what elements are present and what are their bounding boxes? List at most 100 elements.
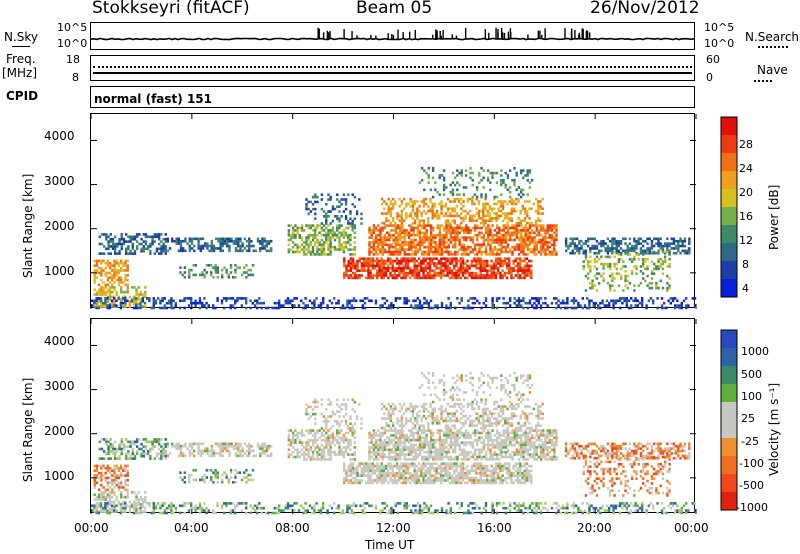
power-cell [644,251,647,255]
velocity-cell [237,447,240,450]
power-cell [135,235,139,239]
power-cell [606,255,610,259]
power-cell [97,283,101,287]
velocity-cell [261,452,264,455]
power-cell [613,277,616,280]
power-cell [351,253,354,256]
power-cell [370,250,373,254]
power-cell [343,262,346,265]
power-cell [657,260,660,263]
velocity-cell [307,431,310,435]
power-cell [383,207,386,211]
power-cell [210,264,213,267]
power-cell [109,233,112,236]
velocity-cell [420,474,423,477]
power-cell [535,245,538,249]
velocity-cell [404,476,408,480]
power-cell [201,271,204,274]
power-cell [613,237,616,241]
velocity-cell [380,469,383,473]
power-cell [248,247,251,250]
power-cell [510,276,513,280]
power-cell [542,245,545,249]
power-cell [682,299,686,303]
power-cell [229,297,232,300]
velocity-cell [162,447,165,451]
power-cell [491,253,494,256]
power-cell [237,239,240,243]
power-cell [525,262,529,265]
power-cell [428,257,432,260]
velocity-cell [327,436,330,440]
power-cell [593,274,596,278]
power-cell [348,301,351,305]
power-cell [499,205,503,208]
velocity-cell [378,471,381,475]
velocity-cell [157,452,161,456]
power-cell [486,259,489,263]
power-cell [105,237,108,241]
power-cell [322,250,326,254]
power-cell [240,297,243,300]
power-cell [115,290,118,294]
power-cell [613,262,616,266]
power-cell [484,195,488,199]
velocity-cell [223,471,226,474]
power-cell [454,238,457,242]
power-cell [422,269,425,272]
power-cell [526,231,530,235]
power-cell [403,243,406,247]
power-cell [432,250,435,254]
power-cell [322,224,326,227]
power-cell [390,253,393,256]
power-cell [548,224,552,227]
power-cell [422,259,425,263]
station-title: Stokkseyri (fitACF) [92,0,250,18]
power-cell [516,257,520,260]
power-cell [522,176,525,180]
velocity-cell [389,479,392,482]
power-cell [613,255,616,259]
power-cell [548,241,552,244]
power-cell [687,304,690,307]
velocity-cell [329,415,332,418]
power-cell [119,278,123,282]
power-cell [515,171,518,175]
velocity-cell [149,440,152,444]
power-cell [520,299,523,303]
velocity-cell [398,476,401,480]
power-cell [104,271,107,275]
power-cell [411,207,415,211]
power-cell [650,244,654,248]
power-cell [466,197,470,201]
power-cell [368,253,371,256]
power-ytick-3000: 3000 [44,174,75,188]
power-cell [451,219,454,223]
velocity-cell [422,476,425,480]
power-cell [641,301,644,305]
power-cell [344,226,348,230]
power-cell [387,205,390,208]
power-cell [659,247,662,250]
power-cell [329,245,332,249]
power-cell [429,248,433,251]
power-cell [610,299,613,303]
power-cell [458,224,461,227]
velocity-cell [305,443,308,447]
power-cell [453,183,457,187]
velocity-cell [395,467,399,470]
power-cell [462,238,466,242]
power-cell [293,304,296,307]
velocity-cell [124,510,127,513]
power-cell [402,276,405,280]
power-cell [495,224,499,227]
power-cell [432,226,435,230]
velocity-cell [234,476,237,479]
power-cell [464,276,467,280]
power-cell [479,259,482,263]
power-cell [395,257,399,260]
power-cell [524,229,527,232]
power-cell [390,304,393,307]
power-cell [451,188,455,192]
power-cell [691,297,694,300]
